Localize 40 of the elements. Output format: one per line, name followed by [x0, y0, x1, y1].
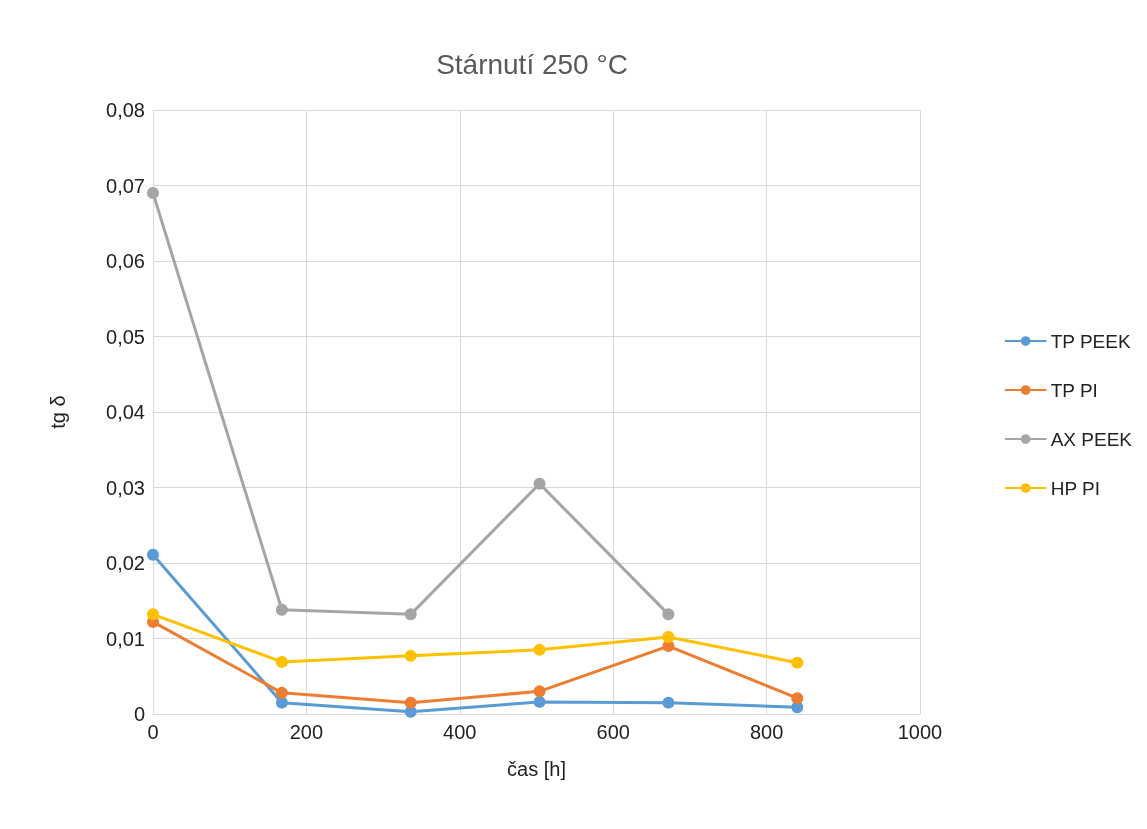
point [404, 608, 417, 621]
y-tick-label: 0,08 [106, 99, 145, 121]
legend-label: HP PI [1050, 477, 1100, 499]
legend-label: TP PI [1050, 379, 1098, 401]
point [791, 692, 804, 705]
x-tick-label: 600 [596, 721, 630, 743]
y-axis-title: tg δ [47, 395, 69, 429]
x-tick-label: 400 [443, 721, 477, 743]
y-tick-label: 0,02 [106, 552, 145, 574]
point [533, 695, 546, 708]
point [533, 643, 546, 656]
legend-label: TP PEEK [1050, 330, 1131, 352]
x-tick-label: 200 [289, 721, 324, 743]
point [147, 187, 159, 200]
point [533, 685, 546, 698]
x-tick-label: 1000 [897, 721, 943, 743]
x-axis-title: čas [h] [507, 758, 566, 780]
point [791, 656, 804, 669]
point [533, 477, 546, 490]
x-tick-label: 0 [147, 721, 159, 743]
point [275, 686, 288, 699]
point [275, 603, 288, 616]
y-tick-label: 0 [133, 703, 145, 725]
point [662, 630, 675, 643]
point [662, 696, 675, 709]
y-tick-label: 0,07 [106, 174, 145, 197]
point [662, 608, 675, 621]
y-tick-label: 0,03 [106, 476, 145, 499]
x-tick-label: 800 [749, 721, 784, 743]
y-tick-label: 0,04 [106, 401, 145, 423]
point [404, 696, 417, 709]
y-tick-label: 0,06 [106, 250, 145, 272]
y-tick-label: 0,01 [106, 627, 145, 650]
legend-label: AX PEEK [1050, 428, 1133, 450]
point [147, 548, 159, 561]
point [275, 655, 288, 668]
point [147, 608, 159, 621]
chart-title: Stárnutí 250 °C [436, 48, 628, 80]
point [404, 649, 417, 662]
y-tick-label: 0,05 [106, 325, 145, 348]
